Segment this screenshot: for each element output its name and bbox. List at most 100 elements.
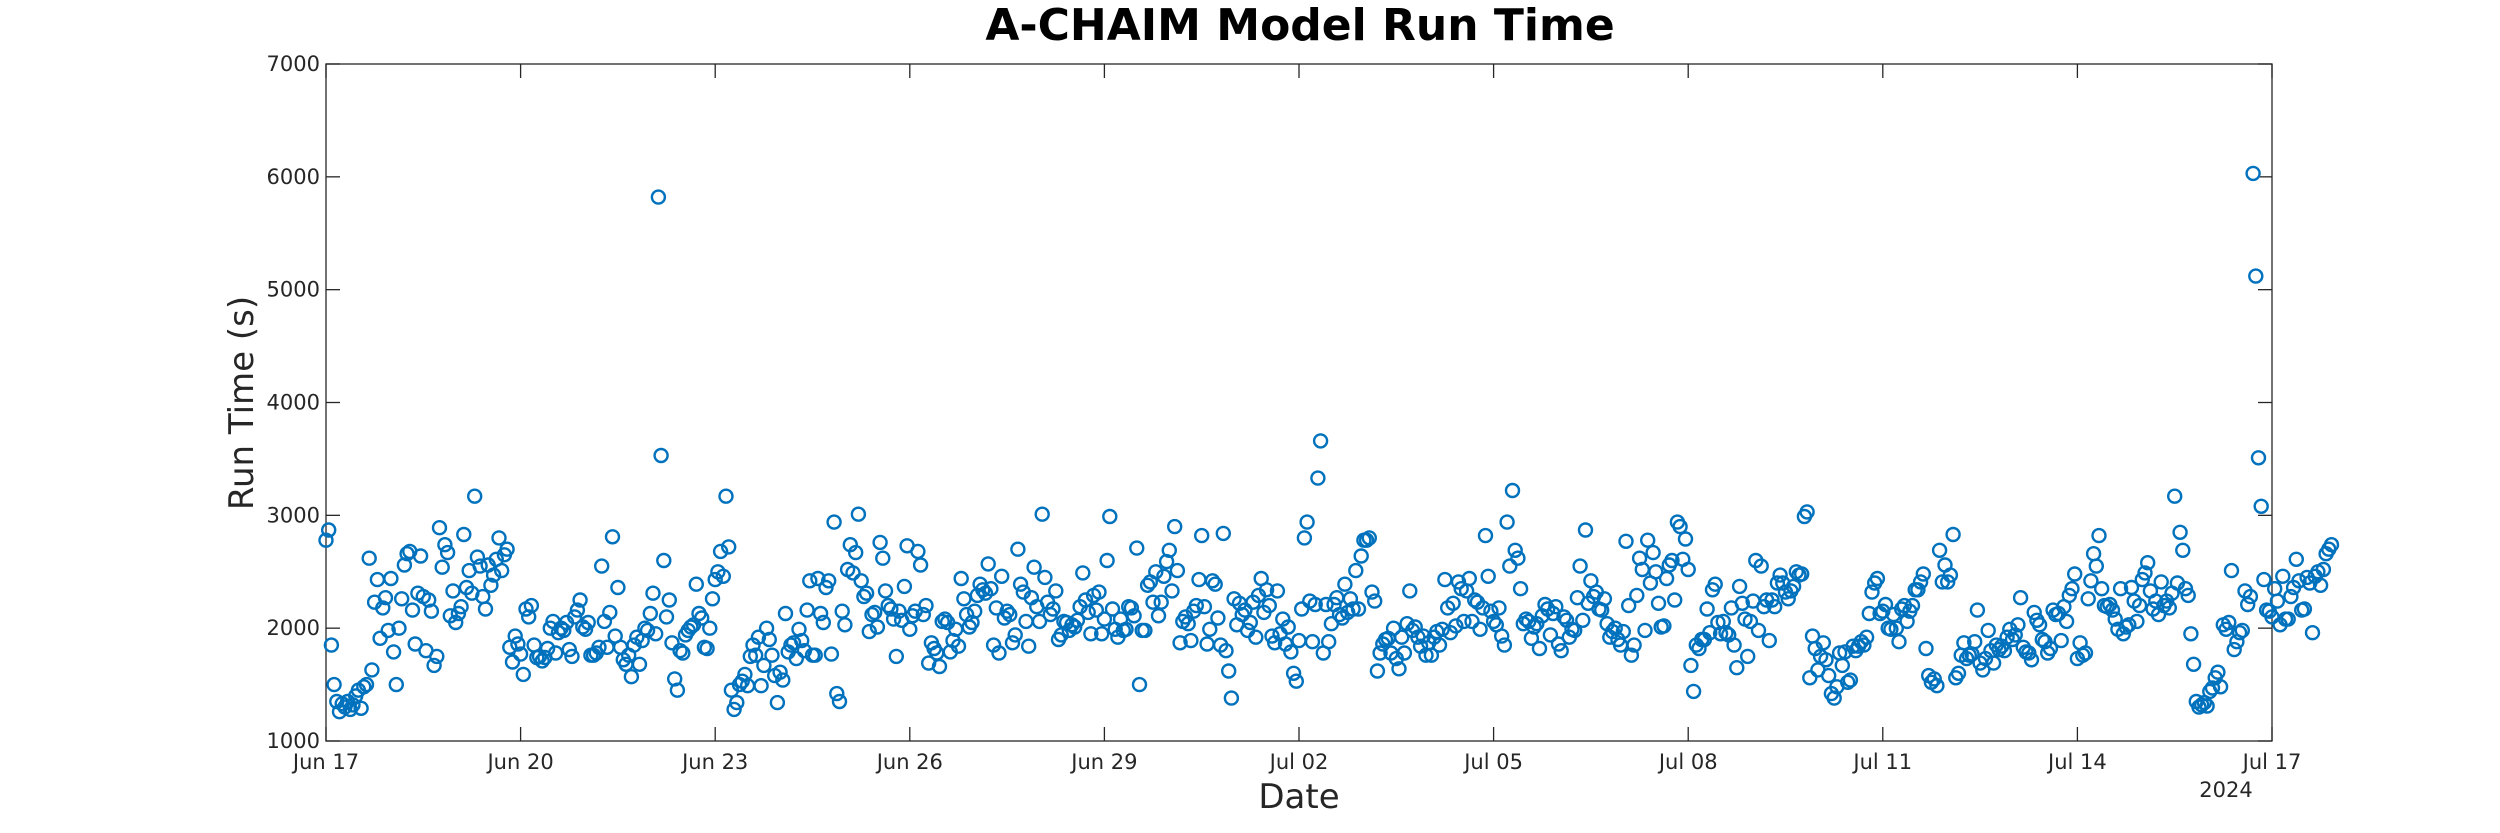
data-point [1915,566,1932,582]
data-point [1269,583,1286,599]
data-point [1483,603,1499,619]
data-point [645,585,661,601]
data-point [1856,637,1872,653]
data-point [1456,613,1472,630]
data-point [1577,522,1594,538]
data-point [1191,571,1207,588]
data-point [1493,628,1510,644]
data-point [669,682,686,698]
y-tick-label: 5000 [267,278,320,302]
data-point [1680,561,1696,578]
data-point [2185,656,2202,672]
data-point [1507,542,1523,558]
data-point [1393,629,1410,645]
y-axis: 1000 2000 3000 4000 5000 6000 7000 [267,52,2272,753]
data-point [369,571,386,588]
data-point [991,645,1007,661]
data-point [1391,661,1407,677]
data-point [1969,602,1986,618]
data-point [2221,614,2237,631]
data-point [1293,601,1310,617]
data-point [2166,488,2183,504]
data-point [815,614,831,631]
data-point [875,550,891,566]
data-point [794,632,810,649]
data-point [1939,574,1956,590]
data-point [456,526,472,543]
data-point [912,557,929,573]
data-point [1210,610,1226,626]
data-point [345,697,361,713]
data-point [1702,625,1718,641]
data-point [683,619,699,635]
data-point [1480,568,1496,584]
y-tick-label: 2000 [267,616,320,640]
data-point [2085,546,2102,562]
data-point [1307,596,1323,613]
data-point [1475,600,1491,616]
data-point [877,583,894,599]
data-point [580,614,596,631]
data-point [1002,606,1018,623]
data-point [1242,614,1259,631]
data-point [896,578,913,595]
y-tick-label: 1000 [267,729,320,753]
data-point [869,619,886,635]
data-point [618,656,634,672]
x-tick-label: Jul 14 [2046,750,2107,774]
data-point [2131,597,2148,614]
data-point [910,543,926,560]
data-point [1166,518,1183,535]
data-point [672,643,688,659]
data-point [1220,663,1237,679]
data-point [1656,618,1672,634]
x-tick-label: Jul 17 [2241,750,2302,774]
data-point [1818,652,1834,668]
data-point [1799,504,1815,520]
data-point [1699,601,1715,617]
data-point [1080,604,1096,621]
data-point [361,550,377,566]
data-point [1248,629,1264,645]
data-point [2112,581,2129,597]
data-point [1718,625,1734,641]
data-point [726,701,742,718]
data-point [2104,602,2121,618]
data-point [572,592,588,608]
data-point [1093,626,1110,642]
data-point [2280,611,2296,627]
data-point [423,603,440,619]
data-point [1931,542,1948,558]
data-point [861,623,877,640]
data-point [429,648,445,665]
data-point [2007,627,2023,643]
data-point [326,676,342,693]
data-point [858,585,875,601]
data-point [2248,268,2264,284]
data-point [1496,637,1513,653]
data-point [1385,620,1402,636]
data-point [1099,552,1115,569]
data-point [453,599,469,615]
data-point [1310,470,1326,486]
data-point [577,621,594,637]
data-point [1320,634,1337,650]
data-point [2212,679,2229,695]
data-point [1942,567,1959,583]
data-point [1683,657,1699,674]
data-point [712,543,729,560]
data-point [2034,631,2051,648]
data-point [1161,542,1178,558]
data-point [450,605,467,622]
data-point [507,628,523,644]
data-point [372,630,388,646]
data-point [1769,575,1786,591]
data-point [1899,613,1915,630]
data-point [799,602,815,618]
data-point [1615,623,1632,640]
data-point [510,636,526,652]
data-point [1566,622,1583,639]
data-point [2075,647,2091,663]
data-point [1461,570,1478,587]
data-point [1318,596,1334,613]
